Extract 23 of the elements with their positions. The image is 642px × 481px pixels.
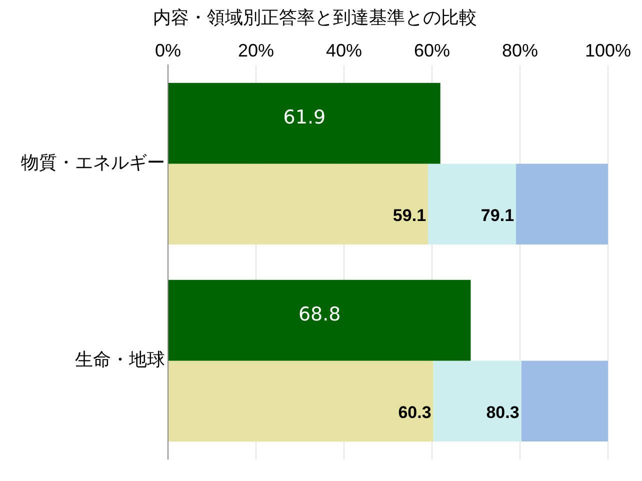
data-label: 59.1 <box>392 206 426 225</box>
y-tick-label: 生命・地球 <box>75 349 165 370</box>
bar <box>516 164 608 244</box>
data-label: 61.9 <box>283 106 326 128</box>
bar <box>168 82 440 164</box>
bar <box>168 360 434 442</box>
bar <box>428 164 516 244</box>
chart-title: 内容・領域別正答率と到達基準との比較 <box>153 7 477 28</box>
bar <box>168 280 471 361</box>
bar <box>521 360 608 442</box>
data-label: 80.3 <box>486 402 520 422</box>
y-tick-label: 物質・エネルギー <box>21 152 165 174</box>
x-tick-label: 60% <box>414 40 450 60</box>
x-tick-label: 0% <box>154 40 182 60</box>
bar <box>168 164 428 244</box>
x-tick-label: 40% <box>326 40 362 60</box>
bar <box>433 360 522 442</box>
data-label: 60.3 <box>398 402 432 422</box>
x-tick-label: 100% <box>584 40 632 60</box>
data-label: 79.1 <box>480 206 514 225</box>
x-tick-label: 20% <box>238 40 274 60</box>
x-tick-label: 80% <box>502 40 538 60</box>
data-label: 68.8 <box>298 303 341 326</box>
